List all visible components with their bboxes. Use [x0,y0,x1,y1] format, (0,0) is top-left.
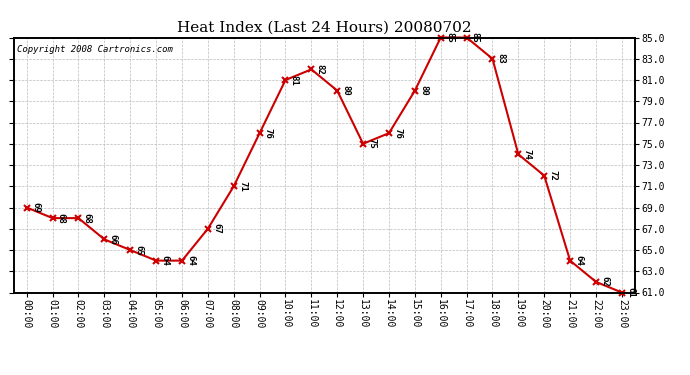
Text: 80: 80 [419,85,428,96]
Text: 75: 75 [367,138,376,149]
Text: 76: 76 [393,128,402,138]
Text: 72: 72 [549,170,558,181]
Text: 64: 64 [186,255,195,266]
Text: 83: 83 [497,53,506,64]
Text: 66: 66 [108,234,117,245]
Text: 80: 80 [342,85,351,96]
Text: 81: 81 [290,75,299,86]
Text: 68: 68 [57,213,66,223]
Text: 85: 85 [471,32,480,43]
Text: 64: 64 [160,255,169,266]
Text: 68: 68 [83,213,92,223]
Text: 76: 76 [264,128,273,138]
Text: 67: 67 [212,224,221,234]
Text: 65: 65 [135,244,144,255]
Text: 69: 69 [31,202,40,213]
Text: 64: 64 [574,255,583,266]
Text: 85: 85 [445,32,454,43]
Text: 71: 71 [238,181,247,192]
Text: 61: 61 [626,287,635,298]
Text: 82: 82 [315,64,324,75]
Text: 74: 74 [522,149,531,160]
Title: Heat Index (Last 24 Hours) 20080702: Heat Index (Last 24 Hours) 20080702 [177,21,471,35]
Text: 62: 62 [600,276,609,287]
Text: Copyright 2008 Cartronics.com: Copyright 2008 Cartronics.com [17,45,172,54]
